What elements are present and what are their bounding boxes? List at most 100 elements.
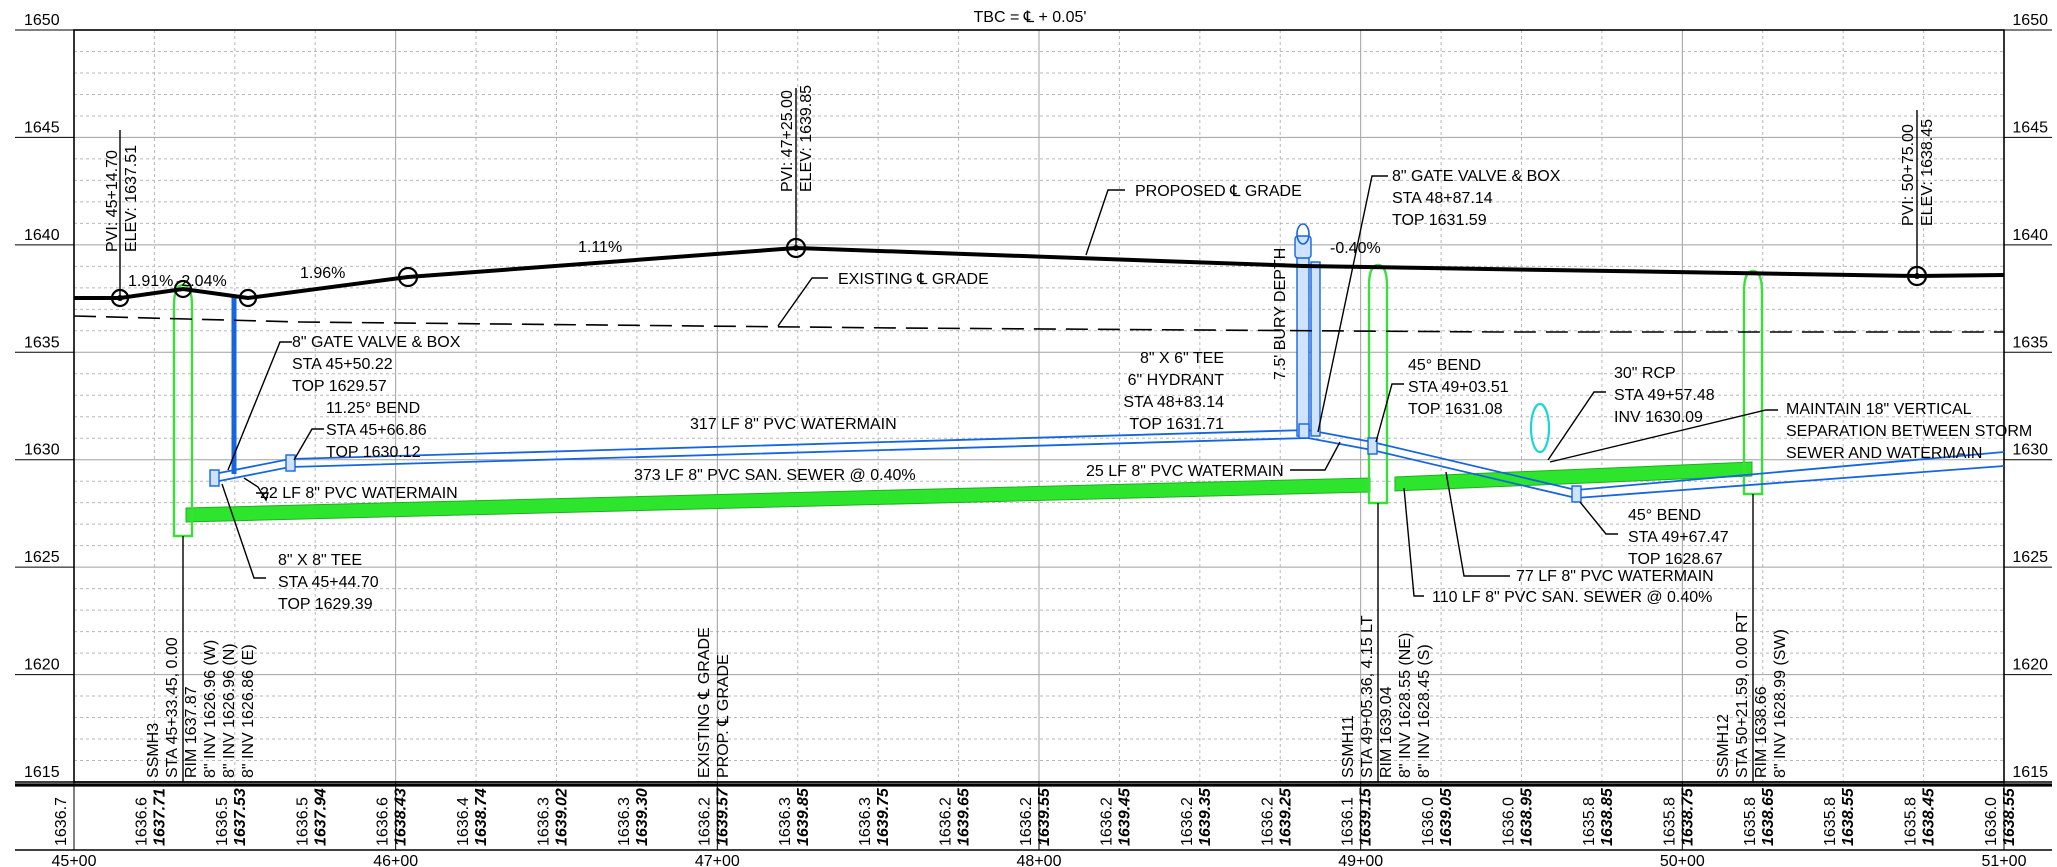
proposed-elev-value: 1639.02 xyxy=(554,788,571,846)
elev-label-right: 1640 xyxy=(2012,227,2048,244)
proposed-elev-value: 1639.45 xyxy=(1116,787,1133,846)
gate-valve-2-leader xyxy=(1317,175,1388,433)
curve-point-3 xyxy=(397,266,419,288)
manhole-ssmh12 xyxy=(1742,269,1764,496)
pvi-1-dot xyxy=(117,295,123,301)
elev-label-left: 1650 xyxy=(24,12,60,29)
proposed-elev-value: 1639.55 xyxy=(1036,787,1053,846)
proposed-elev-value: 1639.85 xyxy=(795,787,812,846)
bend-45-a-leader xyxy=(1375,383,1404,443)
proposed-elev-value: 1639.25 xyxy=(1277,787,1294,846)
elev-label-left: 1620 xyxy=(24,657,60,674)
proposed-elev-value: 1639.57 xyxy=(714,787,731,846)
ssmh12-name: SSMH12 xyxy=(1715,714,1732,778)
tee-8x8-line1: 8" X 8" TEE xyxy=(278,552,362,569)
proposed-elev-value: 1639.35 xyxy=(1197,787,1214,846)
proposed-elev-value: 1638.95 xyxy=(1519,787,1536,846)
ssmh3-inv-w: 8" INV 1626.96 (W) xyxy=(202,640,219,778)
gate-valve-1-line2: STA 45+50.22 xyxy=(292,356,393,373)
rcp-30-line3: INV 1630.09 xyxy=(1614,409,1703,426)
ssmh11-inv-ne: 8" INV 1628.55 (NE) xyxy=(1397,633,1414,778)
elev-label-left: 1645 xyxy=(24,119,60,136)
existing-elev-value: 1635.8 xyxy=(1581,797,1598,846)
gate-valve-1-line3: TOP 1629.57 xyxy=(292,378,387,395)
existing-elev-value: 1635.8 xyxy=(1903,797,1920,846)
separation-leader xyxy=(1549,409,1778,463)
bend-45-a-fitting xyxy=(1367,437,1378,455)
rcp-30-line2: STA 49+57.48 xyxy=(1614,387,1715,404)
bend-1125-line3: TOP 1630.12 xyxy=(326,444,421,461)
rcp-30-pipe xyxy=(1529,402,1551,454)
station-label: 47+00 xyxy=(695,853,740,867)
ssmh12-inv-sw: 8" INV 1628.99 (SW) xyxy=(1772,629,1789,778)
bend-1125-line1: 11.25° BEND xyxy=(326,400,420,417)
existing-elev-value: 1636.3 xyxy=(536,797,553,846)
gate-valve-1-line1: 8" GATE VALVE & BOX xyxy=(292,334,461,351)
structure-leaders xyxy=(182,494,1754,782)
gate-valve-1-leader xyxy=(227,341,292,471)
existing-elev-value: 1635.8 xyxy=(1661,797,1678,846)
wm-77-leader xyxy=(1445,471,1510,577)
proposed-elev-value: 1638.75 xyxy=(1679,787,1696,846)
curve-point-2 xyxy=(238,288,258,308)
slope-label-2: -2.04% xyxy=(176,273,227,290)
existing-elev-value: 1636.0 xyxy=(1983,797,2000,846)
tee-8x8-leader xyxy=(221,483,266,579)
bend-45-b-fitting xyxy=(1571,485,1582,503)
ssmh11-sta: STA 49+05.36, 4.15 LT xyxy=(1359,615,1376,778)
existing-elev-value: 1636.7 xyxy=(53,797,70,846)
existing-elev-value: 1636.2 xyxy=(938,797,955,846)
watermain-bottom xyxy=(213,437,2005,499)
san-110-leader xyxy=(1403,487,1424,597)
tee-8x8-fitting xyxy=(209,469,220,487)
proposed-elev-value: 1638.43 xyxy=(393,788,410,846)
existing-elev-value: 1636.2 xyxy=(696,797,713,846)
ssmh11-rim: RIM 1639.04 xyxy=(1378,686,1395,778)
proposed-elev-value: 1639.15 xyxy=(1358,787,1375,846)
existing-elev-value: 1635.8 xyxy=(1822,797,1839,846)
existing-elev-value: 1636.6 xyxy=(133,797,150,846)
gate-valve-2-line2: STA 48+87.14 xyxy=(1392,190,1493,207)
watermain xyxy=(209,223,2005,503)
pvi-3-dot xyxy=(1914,273,1920,279)
elev-label-right: 1645 xyxy=(2012,119,2048,136)
pvi-markers xyxy=(110,88,1928,308)
existing-elev-value: 1636.3 xyxy=(777,797,794,846)
tee-8x8-line3: TOP 1629.39 xyxy=(278,596,373,613)
pvi-1-sta: PVI: 45+14.70 xyxy=(104,150,121,252)
proposed-elev-value: 1638.55 xyxy=(2001,787,2018,846)
wm-22-leader xyxy=(243,477,269,502)
existing-grade-label: EXISTING ℄ GRADE xyxy=(838,271,989,288)
proposed-elev-value: 1639.75 xyxy=(875,787,892,846)
bend-1125-line2: STA 45+66.86 xyxy=(326,422,427,439)
legend-existing-grade: EXISTING ℄ GRADE xyxy=(696,627,713,778)
pvi-2-elev: ELEV: 1639.85 xyxy=(798,85,815,192)
proposed-elev-value: 1638.85 xyxy=(1599,787,1616,846)
existing-elev-value: 1636.2 xyxy=(1018,797,1035,846)
existing-elev-value: 1636.1 xyxy=(1340,797,1357,846)
elev-label-left: 1640 xyxy=(24,227,60,244)
tee-8x6-line4: TOP 1631.71 xyxy=(1129,416,1224,433)
station-label: 49+00 xyxy=(1338,853,1383,867)
separation-line3: SEWER AND WATERMAIN xyxy=(1786,445,1982,462)
bend-45-a-line3: TOP 1631.08 xyxy=(1408,401,1503,418)
proposed-elev-value: 1637.71 xyxy=(151,788,168,846)
bend-45-b-leader xyxy=(1579,501,1618,535)
left-callouts: 8" GATE VALVE & BOX STA 45+50.22 TOP 162… xyxy=(221,334,916,613)
rcp-30-leader xyxy=(1547,391,1606,461)
ssmh3-inv-e: 8" INV 1626.86 (E) xyxy=(240,644,257,778)
slope-labels: 1.91% -2.04% 1.96% 1.11% -0.40% xyxy=(128,239,1381,290)
grade-callouts: PROPOSED ℄ GRADE EXISTING ℄ GRADE 7.5' B… xyxy=(777,183,1302,380)
proposed-elev-value: 1638.74 xyxy=(473,788,490,846)
hydrant xyxy=(1294,223,1321,439)
ssmh3-rim: RIM 1637.87 xyxy=(183,686,200,778)
proposed-elev-value: 1638.45 xyxy=(1921,787,1938,846)
pvi-3-circle xyxy=(1906,265,1928,287)
gate-valve-2-line3: TOP 1631.59 xyxy=(1392,212,1487,229)
bend-45-b-line1: 45° BEND xyxy=(1628,507,1701,524)
structure-labels: SSMH3 STA 45+33.45, 0.00 RIM 1637.87 8" … xyxy=(145,612,1789,778)
ssmh3-inv-n: 8" INV 1626.96 (N) xyxy=(221,643,238,778)
existing-elev-value: 1636.3 xyxy=(616,797,633,846)
station-label: 48+00 xyxy=(1017,853,1062,867)
